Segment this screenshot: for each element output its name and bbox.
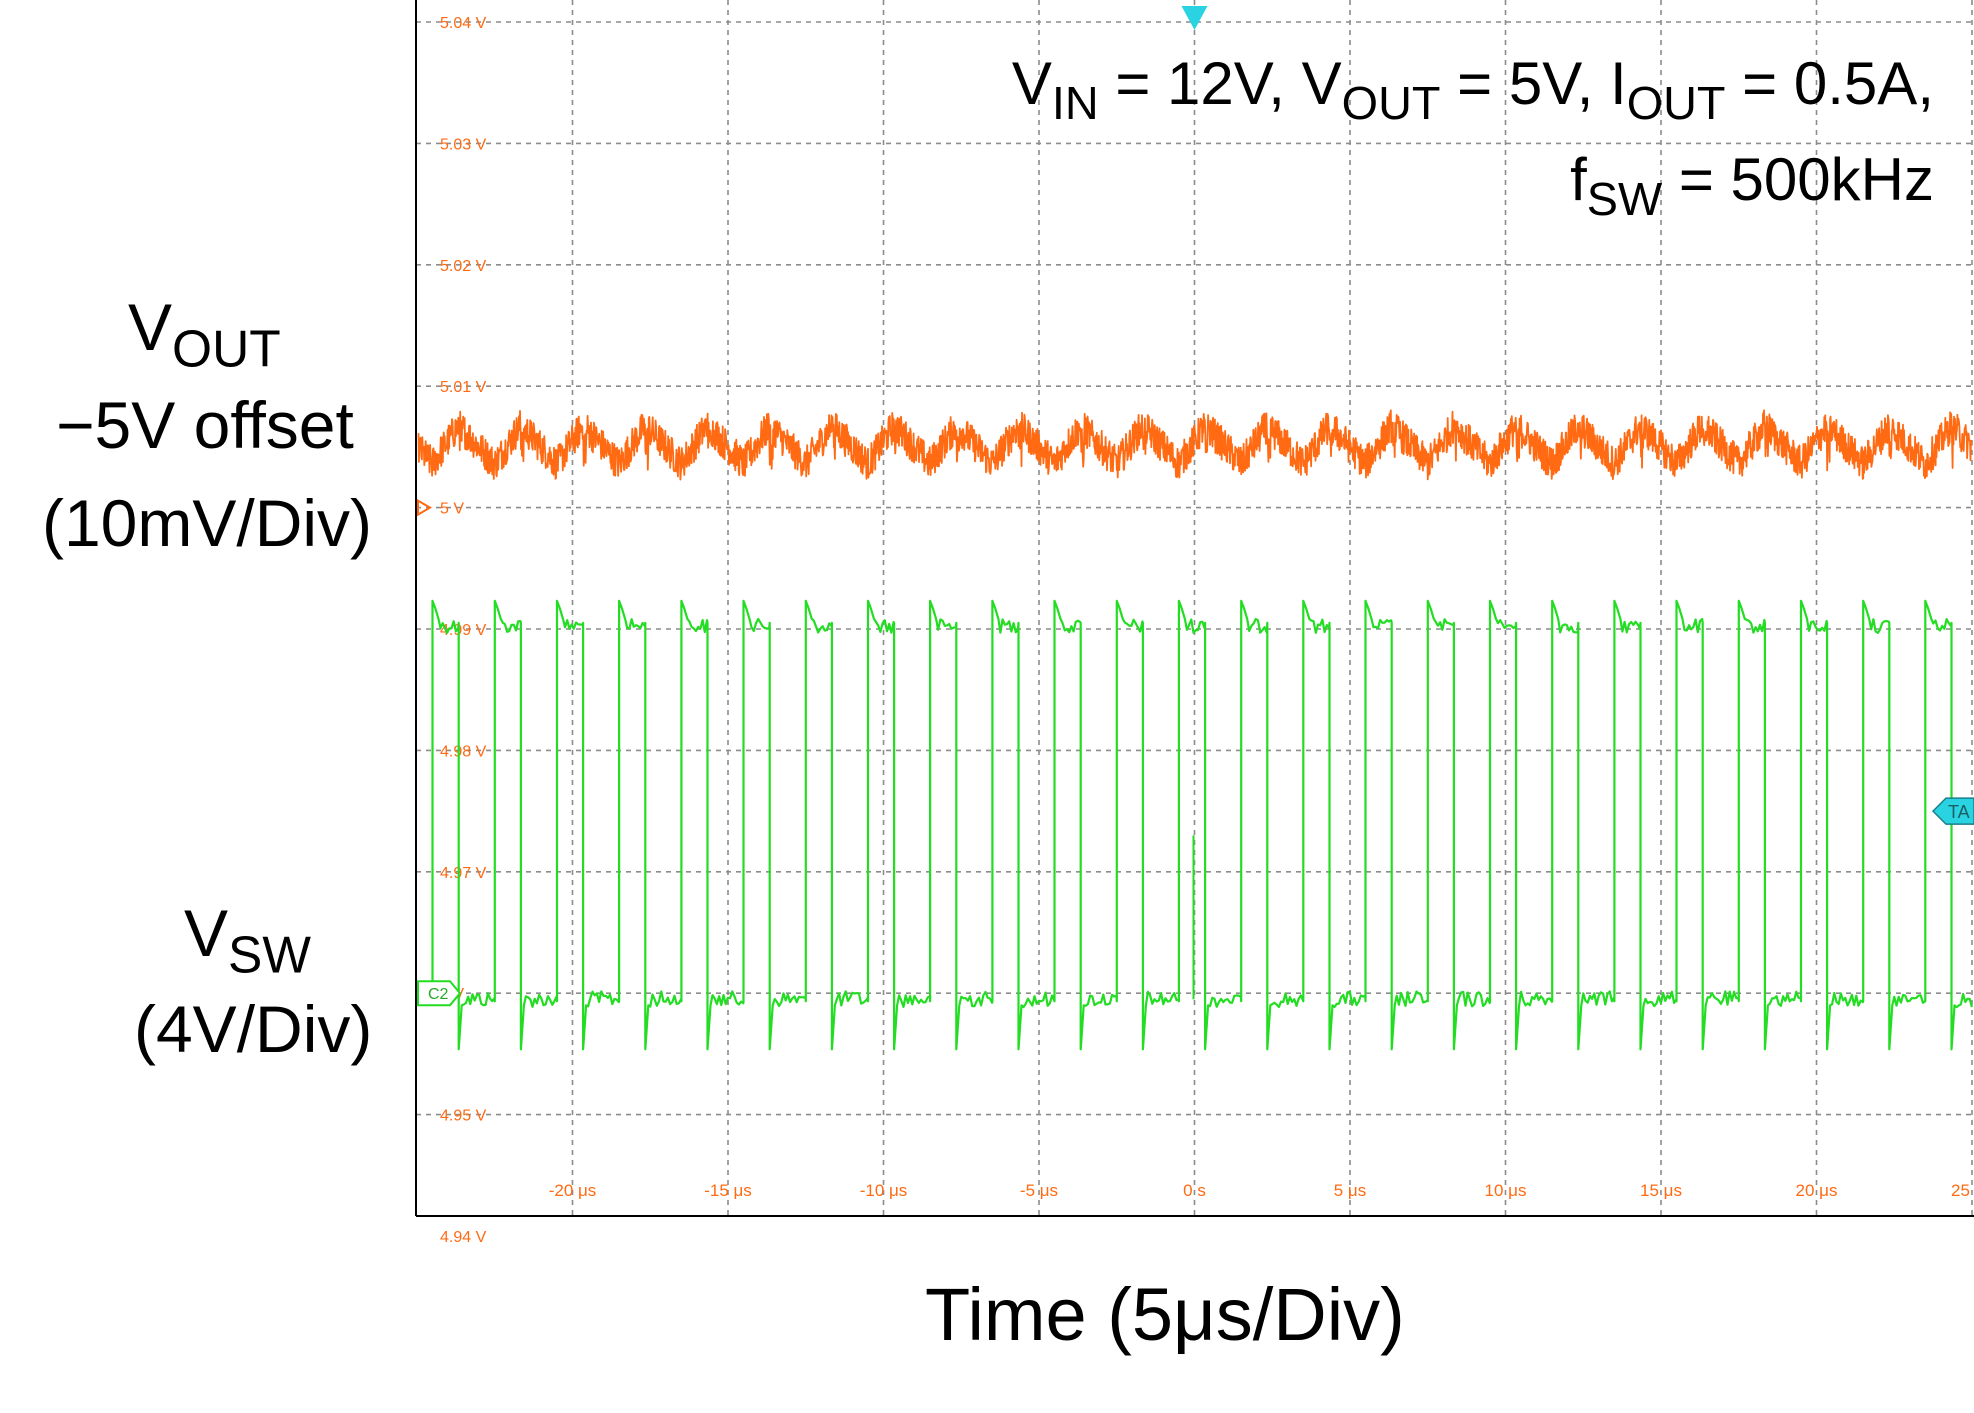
vout-ref-marker — [417, 498, 432, 517]
annotation-part-2: = 12V, V — [1098, 50, 1342, 117]
annotation-part-6: = 0.5A, — [1725, 50, 1934, 117]
y-tick-label: 4.97 V — [440, 865, 487, 882]
x-tick-label: -15 μs — [704, 1181, 752, 1200]
vsw-scale-label: (4V/Div) — [134, 992, 373, 1066]
y-tick-label: 5.01 V — [440, 379, 487, 396]
annotation-part-5: OUT — [1626, 76, 1726, 129]
vout-label-sub: OUT — [172, 319, 281, 378]
traces — [416, 409, 1973, 1051]
trigger-level-label: TA — [1948, 802, 1970, 822]
vout-label-main: V — [128, 290, 173, 364]
trigger-position-marker — [1181, 6, 1208, 30]
vout-scale-label: (10mV/Div) — [42, 486, 373, 560]
annotation-part-4: = 5V, I — [1440, 50, 1627, 117]
conditions-annotation-line2: fSW = 500kHz — [1570, 150, 1934, 223]
x-tick-labels: -20 μs -15 μs -10 μs -5 μs 0 s 5 μs 10 μs 15 μs… — [549, 1181, 1974, 1200]
x-tick-label: 25 μs — [1951, 1181, 1974, 1200]
x-tick-label: -10 μs — [860, 1181, 908, 1200]
vout-axis-label: VOUT — [128, 294, 281, 374]
y-tick-label: 5.03 V — [440, 136, 487, 153]
y-tick-label: 5 V — [440, 501, 464, 518]
channel-markers: C2 TA — [417, 6, 1974, 1007]
x-axis-label: Time (5μs/Div) — [925, 1273, 1405, 1356]
y-tick-label: 4.95 V — [440, 1108, 487, 1125]
x-tick-label: 10 μs — [1485, 1181, 1527, 1200]
trigger-level-marker — [1931, 797, 1974, 825]
y-tick-label: 4.98 V — [440, 743, 487, 760]
y-tick-label: 5.04 V — [440, 15, 487, 32]
annotation-part-1: IN — [1051, 76, 1099, 129]
vsw-label-main: V — [184, 896, 229, 970]
vsw-axis-label: VSW — [184, 900, 311, 980]
grid — [416, 0, 1974, 1216]
vsw-ref-label: C2 — [428, 986, 449, 1003]
x-tick-label: 0 s — [1183, 1181, 1206, 1200]
x-tick-label: 20 μs — [1796, 1181, 1838, 1200]
x-tick-label: -20 μs — [549, 1181, 597, 1200]
vsw-label-sub: SW — [228, 925, 311, 984]
x-tick-label: 15 μs — [1640, 1181, 1682, 1200]
annotation-part-0: f — [1570, 146, 1587, 213]
vout-trace — [417, 409, 1973, 481]
vout-offset-label: −5V offset — [56, 388, 354, 462]
vsw-trace — [416, 599, 1973, 1051]
annotation-part-3: OUT — [1341, 76, 1441, 129]
conditions-annotation-line1: VIN = 12V, VOUT = 5V, IOUT = 0.5A, — [1012, 54, 1934, 127]
annotation-part-2: = 500kHz — [1662, 146, 1934, 213]
annotation-part-0: V — [1011, 50, 1052, 117]
y-tick-label: 5.02 V — [440, 258, 487, 275]
y-tick-label: 4.94 V — [440, 1229, 487, 1246]
vsw-ref-marker — [417, 980, 462, 1007]
x-tick-label: 5 μs — [1334, 1181, 1366, 1200]
annotation-part-1: SW — [1586, 172, 1663, 225]
x-tick-label: -5 μs — [1020, 1181, 1058, 1200]
